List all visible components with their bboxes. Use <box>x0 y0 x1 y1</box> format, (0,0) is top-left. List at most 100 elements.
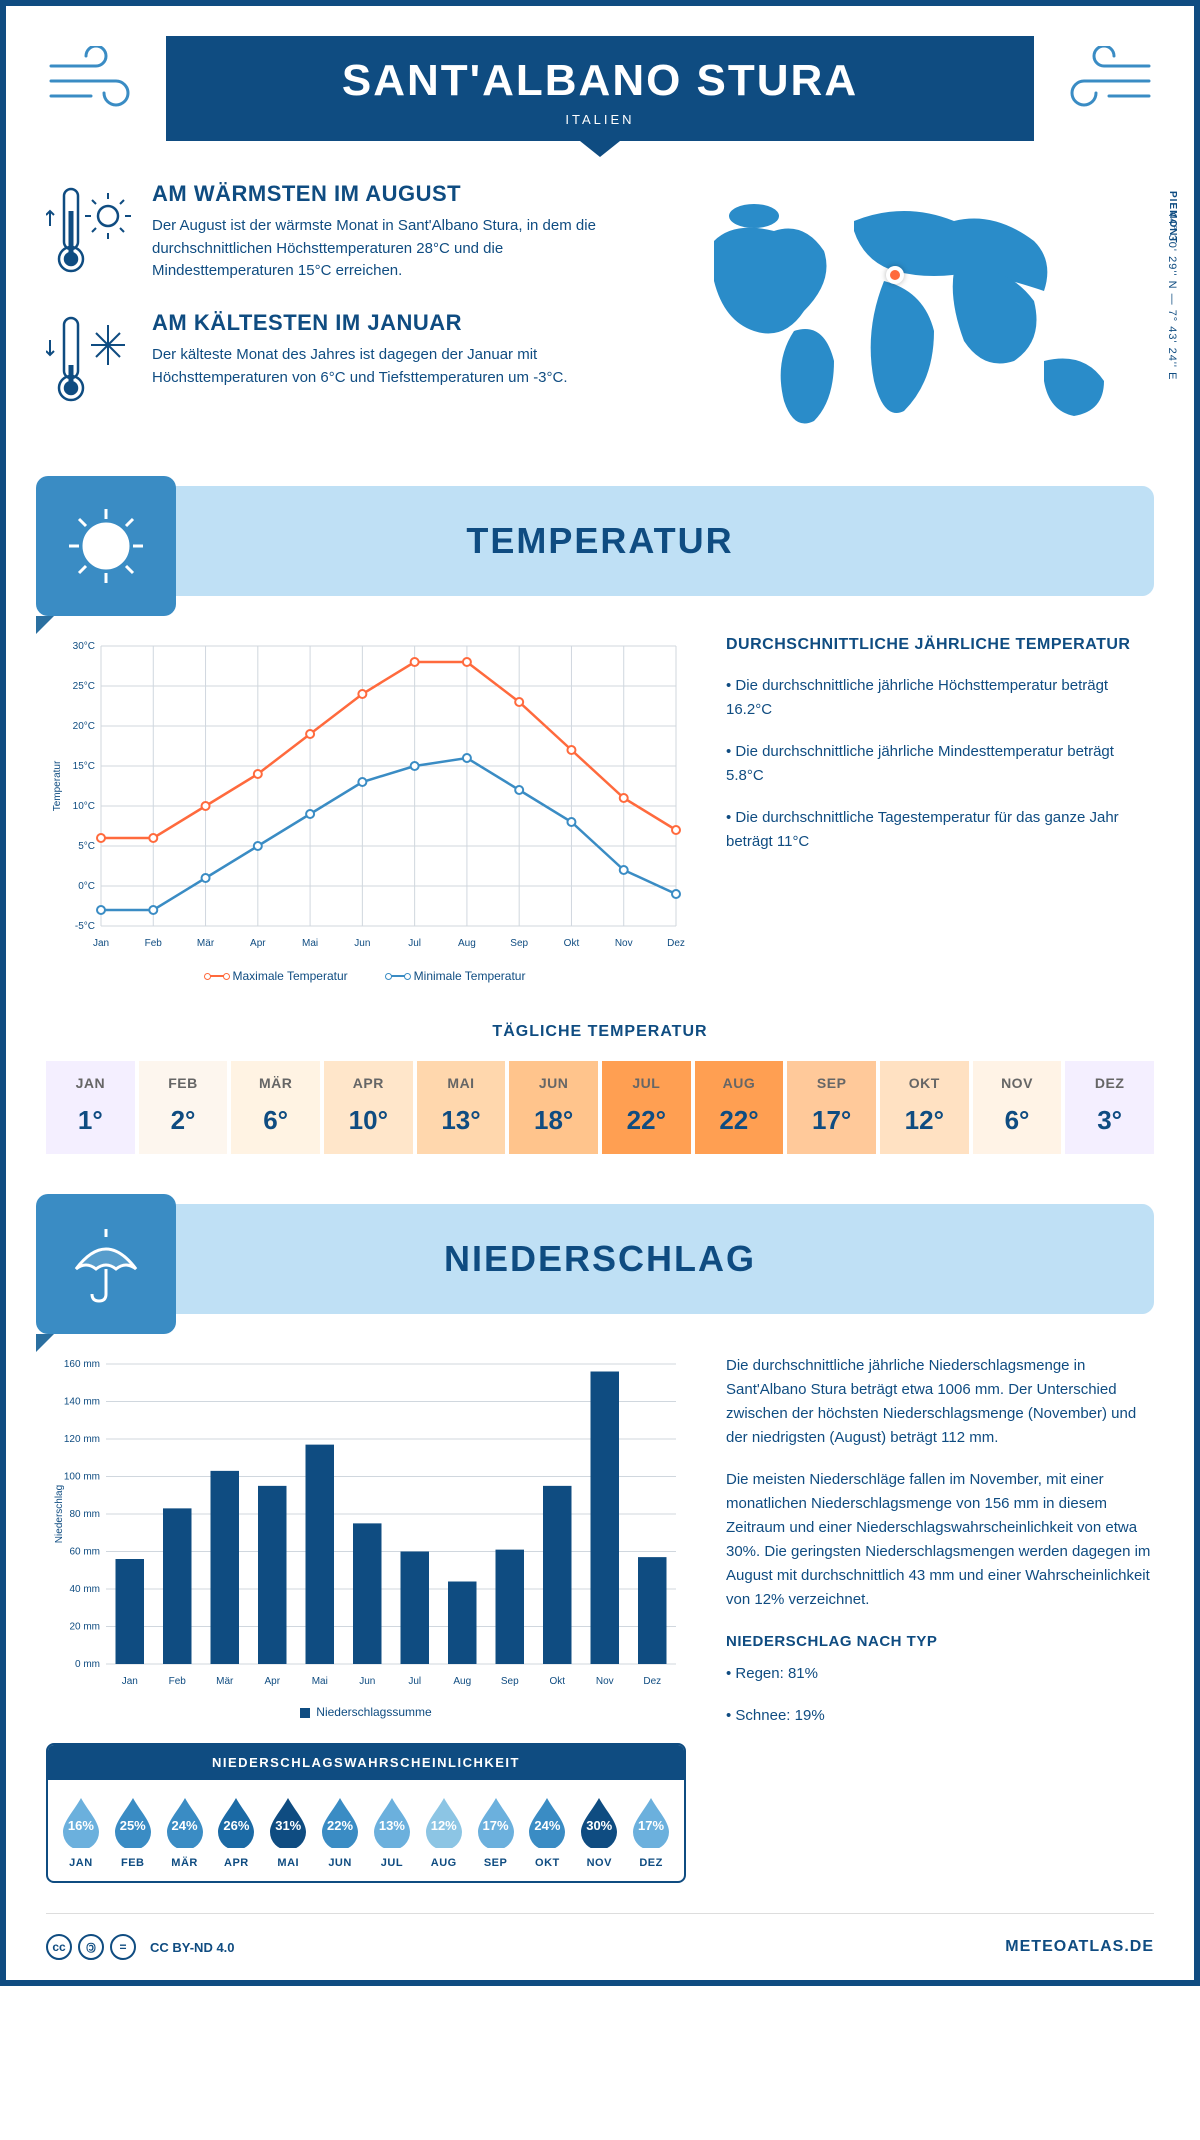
temp-bullet-2: • Die durchschnittliche jährliche Mindes… <box>726 740 1154 788</box>
intro-row: AM WÄRMSTEN IM AUGUST Der August ist der… <box>46 181 1154 446</box>
by-icon: 🄯 <box>78 1934 104 1960</box>
thermometer-cold-icon <box>46 310 136 415</box>
precipitation-section-header: NIEDERSCHLAG <box>46 1204 1154 1314</box>
warmest-title: AM WÄRMSTEN IM AUGUST <box>152 181 644 207</box>
precip-chart-legend: Niederschlagssumme <box>46 1705 686 1719</box>
precip-type1: • Regen: 81% <box>726 1662 1154 1686</box>
svg-text:Mär: Mär <box>216 1676 234 1687</box>
license-block: cc 🄯 = CC BY-ND 4.0 <box>46 1934 235 1960</box>
prob-title: NIEDERSCHLAGSWAHRSCHEINLICHKEIT <box>48 1745 684 1780</box>
svg-text:Feb: Feb <box>145 938 163 949</box>
daily-temp-cell: APR10° <box>324 1061 413 1154</box>
svg-text:Apr: Apr <box>264 1676 280 1687</box>
legend-max-label: Maximale Temperatur <box>233 969 348 983</box>
prob-drop: 31%MAI <box>263 1794 313 1869</box>
legend-min-label: Minimale Temperatur <box>414 969 526 983</box>
svg-text:Okt: Okt <box>564 938 580 949</box>
thermometer-hot-icon <box>46 181 136 286</box>
prob-drop: 26%APR <box>211 1794 261 1869</box>
svg-text:-5°C: -5°C <box>75 921 95 932</box>
prob-drop: 12%AUG <box>419 1794 469 1869</box>
svg-text:Mai: Mai <box>302 938 318 949</box>
precip-p2: Die meisten Niederschläge fallen im Nove… <box>726 1468 1154 1612</box>
svg-text:Dez: Dez <box>643 1676 661 1687</box>
warmest-text: Der August ist der wärmste Monat in Sant… <box>152 215 644 283</box>
precip-type-heading: NIEDERSCHLAG NACH TYP <box>726 1630 1154 1654</box>
svg-text:Niederschlag: Niederschlag <box>54 1485 65 1543</box>
prob-drop: 17%DEZ <box>626 1794 676 1869</box>
daily-temp-cell: AUG22° <box>695 1061 784 1154</box>
sun-icon <box>36 476 176 616</box>
prob-drop: 13%JUL <box>367 1794 417 1869</box>
daily-temp-cell: SEP17° <box>787 1061 876 1154</box>
svg-text:140 mm: 140 mm <box>64 1397 100 1408</box>
coldest-block: AM KÄLTESTEN IM JANUAR Der kälteste Mona… <box>46 310 644 415</box>
prob-drop: 24%MÄR <box>160 1794 210 1869</box>
precip-probability-box: NIEDERSCHLAGSWAHRSCHEINLICHKEIT 16%JAN25… <box>46 1743 686 1883</box>
daily-temp-cell: DEZ3° <box>1065 1061 1154 1154</box>
svg-text:100 mm: 100 mm <box>64 1472 100 1483</box>
temp-bullet-1: • Die durchschnittliche jährliche Höchst… <box>726 674 1154 722</box>
country-label: ITALIEN <box>166 112 1034 127</box>
daily-temp-table: JAN1°FEB2°MÄR6°APR10°MAI13°JUN18°JUL22°A… <box>46 1061 1154 1154</box>
temp-summary-heading: DURCHSCHNITTLICHE JÄHRLICHE TEMPERATUR <box>726 636 1154 654</box>
svg-text:Jul: Jul <box>408 1676 421 1687</box>
svg-text:15°C: 15°C <box>73 761 95 772</box>
svg-text:Sep: Sep <box>501 1676 519 1687</box>
svg-text:Jan: Jan <box>122 1676 138 1687</box>
svg-text:30°C: 30°C <box>73 641 95 652</box>
daily-temp-cell: NOV6° <box>973 1061 1062 1154</box>
svg-text:0°C: 0°C <box>78 881 95 892</box>
svg-text:Nov: Nov <box>596 1676 614 1687</box>
daily-temp-cell: JUN18° <box>509 1061 598 1154</box>
svg-text:60 mm: 60 mm <box>69 1547 100 1558</box>
title-banner: SANT'ALBANO STURA ITALIEN <box>166 36 1034 141</box>
prob-drop: 24%OKT <box>522 1794 572 1869</box>
precip-type2: • Schnee: 19% <box>726 1704 1154 1728</box>
svg-text:Dez: Dez <box>667 938 685 949</box>
svg-text:Mai: Mai <box>312 1676 328 1687</box>
temperature-line-chart: -5°C0°C5°C10°C15°C20°C25°C30°CJanFebMärA… <box>46 636 686 983</box>
daily-temp-cell: JUL22° <box>602 1061 691 1154</box>
prob-drop: 16%JAN <box>56 1794 106 1869</box>
daily-temp-cell: OKT12° <box>880 1061 969 1154</box>
nd-icon: = <box>110 1934 136 1960</box>
header: SANT'ALBANO STURA ITALIEN <box>46 36 1154 141</box>
svg-text:40 mm: 40 mm <box>69 1584 100 1595</box>
daily-temp-cell: MAI13° <box>417 1061 506 1154</box>
daily-temp-cell: MÄR6° <box>231 1061 320 1154</box>
prob-drop: 17%SEP <box>471 1794 521 1869</box>
footer: cc 🄯 = CC BY-ND 4.0 METEOATLAS.DE <box>46 1913 1154 1980</box>
coldest-title: AM KÄLTESTEN IM JANUAR <box>152 310 644 336</box>
svg-text:Jan: Jan <box>93 938 109 949</box>
page-title: SANT'ALBANO STURA <box>166 56 1034 106</box>
svg-text:Aug: Aug <box>453 1676 471 1687</box>
svg-text:Okt: Okt <box>549 1676 565 1687</box>
license-label: CC BY-ND 4.0 <box>150 1940 235 1955</box>
svg-text:Feb: Feb <box>169 1676 187 1687</box>
svg-text:Temperatur: Temperatur <box>52 760 63 811</box>
temp-chart-legend: Maximale Temperatur Minimale Temperatur <box>46 969 686 983</box>
location-marker-icon <box>886 266 904 284</box>
temp-bullet-3: • Die durchschnittliche Tagestemperatur … <box>726 806 1154 854</box>
svg-text:Jul: Jul <box>408 938 421 949</box>
svg-text:Mär: Mär <box>197 938 215 949</box>
precipitation-bar-chart: 0 mm20 mm40 mm60 mm80 mm100 mm120 mm140 … <box>46 1354 686 1719</box>
cc-icon: cc <box>46 1934 72 1960</box>
svg-text:20°C: 20°C <box>73 721 95 732</box>
svg-text:Sep: Sep <box>510 938 528 949</box>
wind-icon-left <box>46 46 146 121</box>
precip-p1: Die durchschnittliche jährliche Niedersc… <box>726 1354 1154 1450</box>
svg-text:Jun: Jun <box>359 1676 375 1687</box>
svg-text:Nov: Nov <box>615 938 633 949</box>
svg-text:80 mm: 80 mm <box>69 1509 100 1520</box>
coords-label: 44° 30' 29'' N — 7° 43' 24'' E <box>1166 211 1178 380</box>
temperature-summary: DURCHSCHNITTLICHE JÄHRLICHE TEMPERATUR •… <box>726 636 1154 983</box>
brand-label: METEOATLAS.DE <box>1005 1938 1154 1956</box>
daily-temp-title: TÄGLICHE TEMPERATUR <box>46 1023 1154 1041</box>
svg-text:Aug: Aug <box>458 938 476 949</box>
svg-text:5°C: 5°C <box>78 841 95 852</box>
prob-drop: 22%JUN <box>315 1794 365 1869</box>
precipitation-title: NIEDERSCHLAG <box>444 1238 756 1280</box>
prob-drop: 30%NOV <box>574 1794 624 1869</box>
